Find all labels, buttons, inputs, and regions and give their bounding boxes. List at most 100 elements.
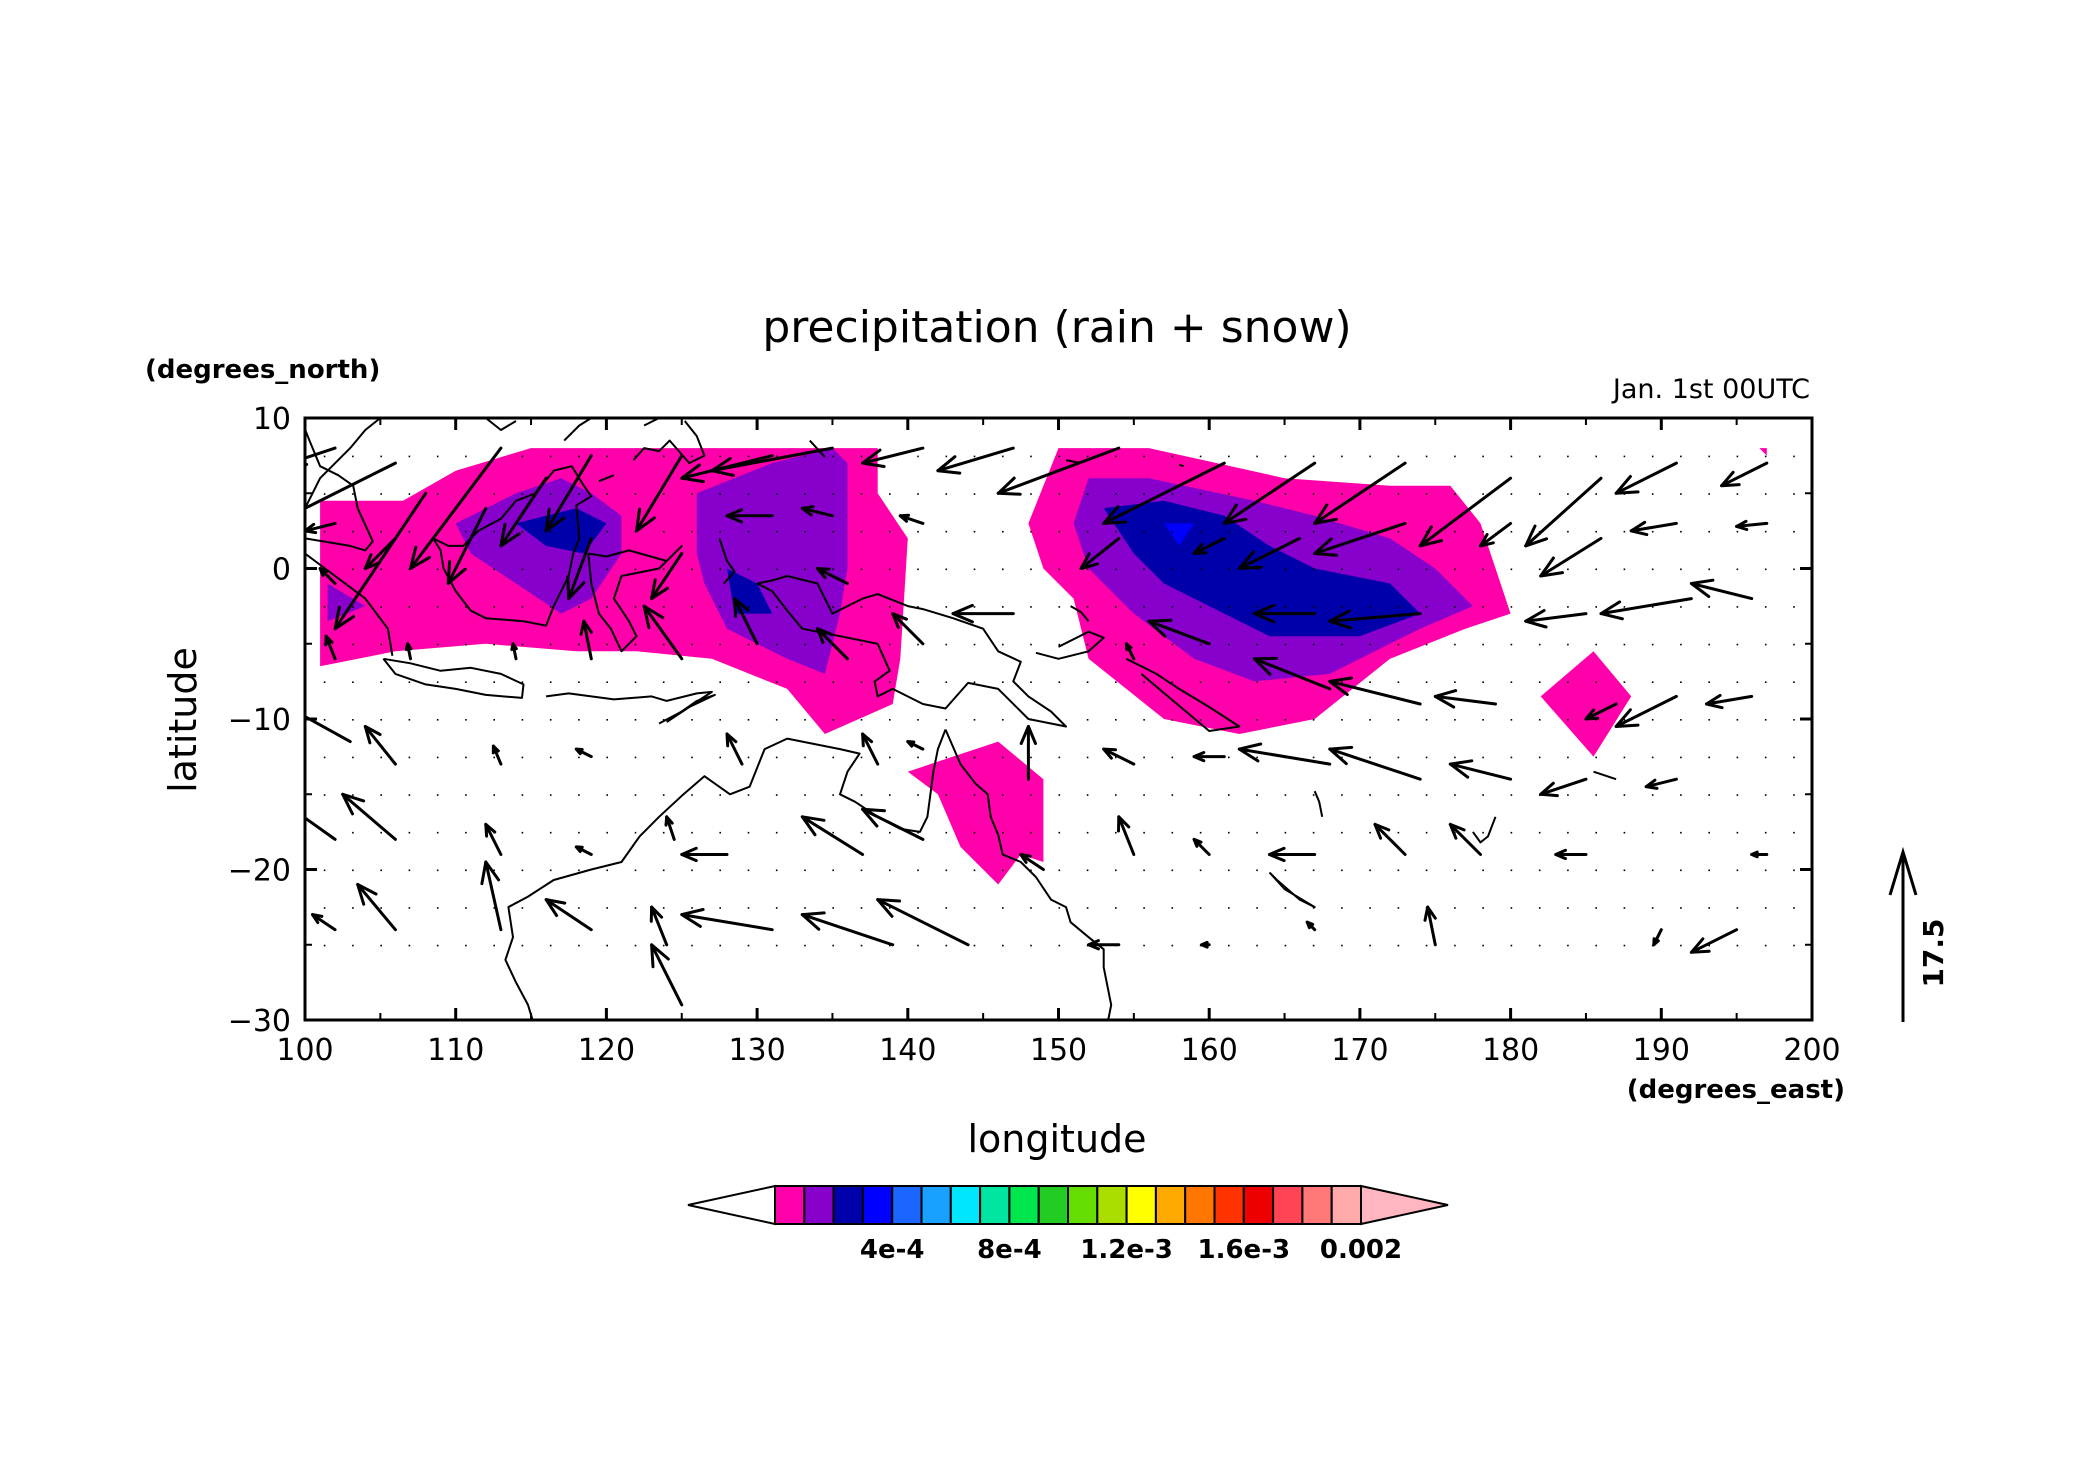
- coastline-20: [485, 418, 517, 431]
- wind-vector-shaft: [1705, 694, 1754, 706]
- wind-vector-head: [649, 905, 664, 923]
- wind-vector-86: [1448, 822, 1482, 856]
- wind-vector-shaft: [1373, 822, 1407, 856]
- wind-vector-head: [1599, 600, 1624, 621]
- wind-vector-head: [861, 807, 886, 828]
- wind-vector-head: [1584, 708, 1600, 721]
- wind-vector-shaft: [876, 898, 970, 947]
- wind-vector-head: [1102, 747, 1117, 760]
- wind-vector-head: [1539, 781, 1559, 798]
- wind-vector-shaft: [1539, 536, 1603, 578]
- colorbar-swatch-12: [1125, 1185, 1157, 1225]
- colorbar-swatch-19: [1330, 1185, 1362, 1225]
- wind-vector-shaft: [409, 446, 503, 570]
- wind-vector-shaft: [650, 905, 669, 947]
- wind-vector-75: [1313, 461, 1407, 525]
- wind-vector-shaft: [305, 714, 352, 744]
- x-tick-label: 190: [1633, 1033, 1690, 1068]
- wind-vector-head: [1735, 519, 1749, 531]
- wind-vector-head: [446, 560, 467, 585]
- reference-vector-label: 17.5: [1917, 918, 1950, 987]
- wind-vector-63: [1192, 536, 1226, 555]
- wind-vector-64: [1147, 618, 1211, 646]
- colorbar-swatch-10: [1067, 1185, 1099, 1225]
- wind-vector-shaft: [544, 898, 593, 932]
- wind-vector-head: [1328, 609, 1353, 630]
- wind-vector-head: [650, 578, 669, 601]
- wind-vector-shaft: [305, 816, 337, 841]
- wind-vector-3: [324, 634, 337, 661]
- wind-vector-head: [341, 792, 366, 816]
- wind-vector-shaft: [1019, 853, 1045, 871]
- wind-vector-76: [1313, 521, 1407, 557]
- wind-vector-head: [815, 567, 831, 579]
- wind-vector-head: [409, 545, 431, 570]
- wind-vector-66: [1192, 837, 1211, 856]
- wind-vector-59: [1124, 642, 1136, 661]
- wind-vector-21: [544, 454, 593, 533]
- wind-vector-shaft: [446, 506, 488, 585]
- colorbar-swatch-11: [1096, 1185, 1128, 1225]
- contour-region-12: [1164, 523, 1195, 546]
- wind-vector-shaft: [665, 815, 676, 841]
- wind-vector-shaft: [1237, 536, 1302, 570]
- coastline-4: [432, 465, 593, 627]
- wind-vector-head: [733, 597, 750, 618]
- wind-vector-head: [635, 507, 656, 533]
- wind-vector-head: [1147, 618, 1173, 638]
- wind-vector-shaft: [1433, 694, 1497, 706]
- wind-vector-88: [1539, 536, 1603, 578]
- wind-vector-78: [1328, 676, 1422, 706]
- wind-vector-head: [1192, 837, 1203, 848]
- wind-vector-head: [680, 463, 705, 484]
- wind-vector-shaft: [1539, 777, 1588, 796]
- x-tick-label: 170: [1331, 1033, 1388, 1068]
- contour-region-2: [1759, 448, 1767, 456]
- wind-vector-30: [664, 815, 676, 841]
- x-tick-label: 100: [276, 1033, 333, 1068]
- wind-vector-shaft: [1614, 461, 1678, 495]
- wind-vector-head: [324, 634, 334, 647]
- wind-vector-104: [1689, 928, 1739, 954]
- wind-vector-shaft: [891, 612, 925, 646]
- wind-vector-head: [1652, 937, 1660, 947]
- wind-vector-shaft: [1102, 461, 1226, 525]
- wind-vector-11: [363, 725, 397, 766]
- coastline-15: [1398, 1080, 1428, 1110]
- wind-vector-head: [1689, 937, 1711, 954]
- wind-vector-34: [725, 508, 774, 524]
- colorbar-swatch-6: [949, 1185, 982, 1225]
- wind-vector-shaft: [1629, 521, 1678, 533]
- coastline-17: [1313, 790, 1324, 817]
- coastline-9: [756, 575, 1067, 728]
- wind-vector-35: [733, 597, 759, 646]
- wind-vector-51: [876, 898, 970, 947]
- coastline-16: [1268, 871, 1316, 909]
- colorbar-swatch-18: [1301, 1185, 1333, 1225]
- wind-vector-head: [544, 898, 567, 917]
- wind-vector-head: [1328, 676, 1353, 697]
- x-tick-label: 180: [1482, 1033, 1539, 1068]
- wind-vector-shaft: [1689, 928, 1739, 954]
- wind-vector-97: [1644, 777, 1678, 790]
- wind-vector-head: [566, 575, 586, 601]
- wind-vector-37: [680, 846, 729, 863]
- wind-vector-shaft: [1524, 476, 1603, 548]
- wind-vector-72: [1237, 742, 1332, 766]
- wind-vector-shaft: [1524, 612, 1588, 623]
- wind-vector-head: [861, 732, 874, 748]
- wind-vector-shaft: [1328, 612, 1422, 623]
- wind-vector-38: [680, 908, 774, 932]
- wind-vector-19: [484, 822, 503, 856]
- wind-vector-head: [664, 815, 674, 827]
- y-tick-label: −30: [228, 1004, 291, 1039]
- wind-vector-head: [1644, 778, 1659, 790]
- colorbar-swatch-5: [920, 1185, 952, 1225]
- wind-vector-91: [1539, 777, 1588, 798]
- wind-vector-46: [861, 446, 925, 468]
- reference-arrow-head: [1888, 846, 1918, 896]
- wind-vector-head: [1252, 603, 1276, 624]
- wind-vector-61: [1117, 815, 1136, 856]
- contour-region-3: [1540, 651, 1632, 757]
- wind-vector-head: [305, 805, 306, 808]
